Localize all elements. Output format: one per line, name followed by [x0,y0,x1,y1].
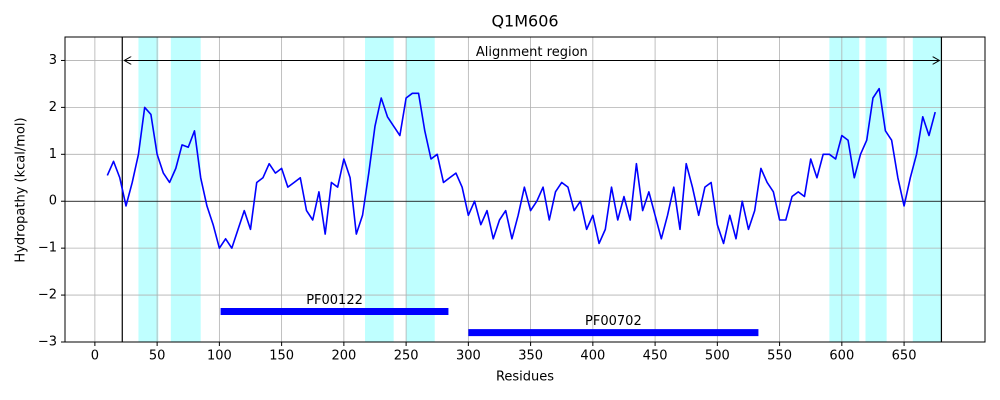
region [865,37,887,342]
x-tick-label: 50 [149,349,166,364]
hydropathy-line [106,87,936,249]
alignment-label: Alignment region [476,45,588,60]
domain-bar [220,308,449,315]
region [912,37,942,342]
plot-frame [64,36,986,343]
y-tick-label: 3 [49,53,57,68]
x-tick-label: 200 [331,349,356,364]
y-axis-label: Hydropathy (kcal/mol) [14,117,29,262]
x-tick-label: 500 [705,349,730,364]
region [829,37,860,342]
x-tick-label: 300 [456,349,481,364]
x-tick-label: 0 [91,349,99,364]
x-tick-label: 350 [518,349,543,364]
y-tick-label: 1 [49,147,57,162]
x-tick-label: 100 [207,349,232,364]
x-tick-label: 650 [892,349,917,364]
region [406,37,435,342]
x-tick-label: 250 [394,349,419,364]
x-tick-label: 550 [767,349,792,364]
y-tick-label: −2 [38,288,57,303]
region [170,37,201,342]
y-tick-label: −3 [38,335,57,350]
x-tick-label: 600 [829,349,854,364]
x-tick-label: 400 [580,349,605,364]
x-tick-label: 450 [643,349,668,364]
y-tick-label: −1 [38,241,57,256]
y-tick-label: 0 [49,194,57,209]
domain-bar [468,329,759,337]
domain-label: PF00702 [585,314,642,329]
region [138,37,159,342]
region [365,37,394,342]
chart-title: Q1M606 [491,12,558,31]
domain-label: PF00122 [306,293,363,308]
x-tick-label: 150 [269,349,294,364]
x-axis-label: Residues [496,370,554,385]
y-tick-label: 2 [49,100,57,115]
